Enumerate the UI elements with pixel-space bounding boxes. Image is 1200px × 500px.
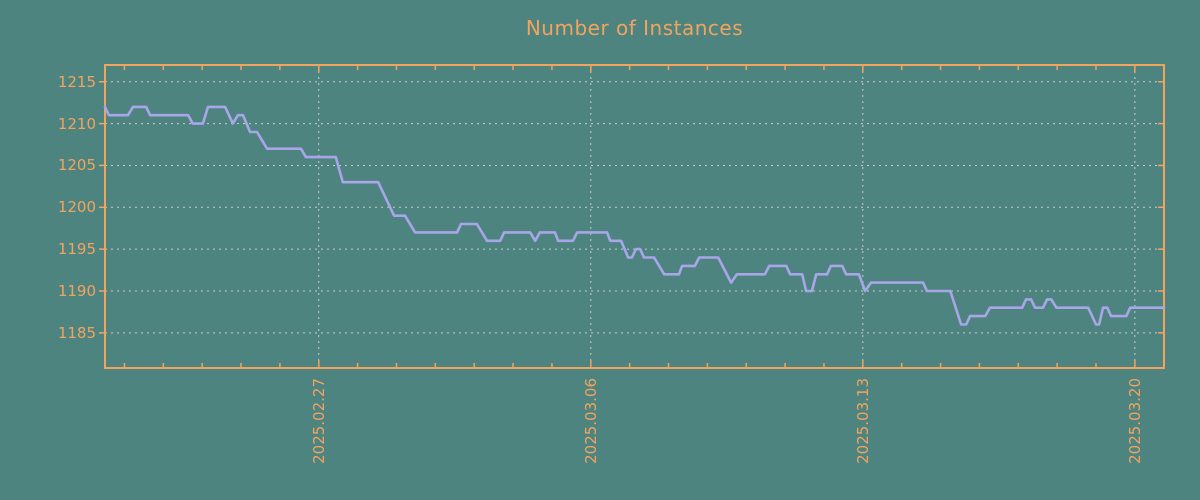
chart-title: Number of Instances: [525, 16, 744, 40]
x-tick-label: 2025.03.13: [853, 378, 872, 464]
y-tick-label: 1205: [57, 156, 96, 175]
y-tick-label: 1195: [57, 240, 96, 259]
plot-area-canvas: [99, 64, 1166, 369]
x-tick-label: 2025.03.20: [1125, 378, 1144, 464]
y-tick-label: 1215: [57, 72, 96, 91]
y-tick-label: 1190: [57, 281, 96, 300]
y-tick-label: 1185: [57, 323, 96, 342]
y-tick-label: 1210: [57, 114, 96, 133]
plot-border: [104, 64, 1165, 369]
instances-line: [103, 105, 1166, 326]
x-tick-label: 2025.03.06: [581, 378, 600, 464]
x-tick-label: 2025.02.27: [309, 378, 328, 464]
y-tick-label: 1200: [57, 198, 96, 217]
